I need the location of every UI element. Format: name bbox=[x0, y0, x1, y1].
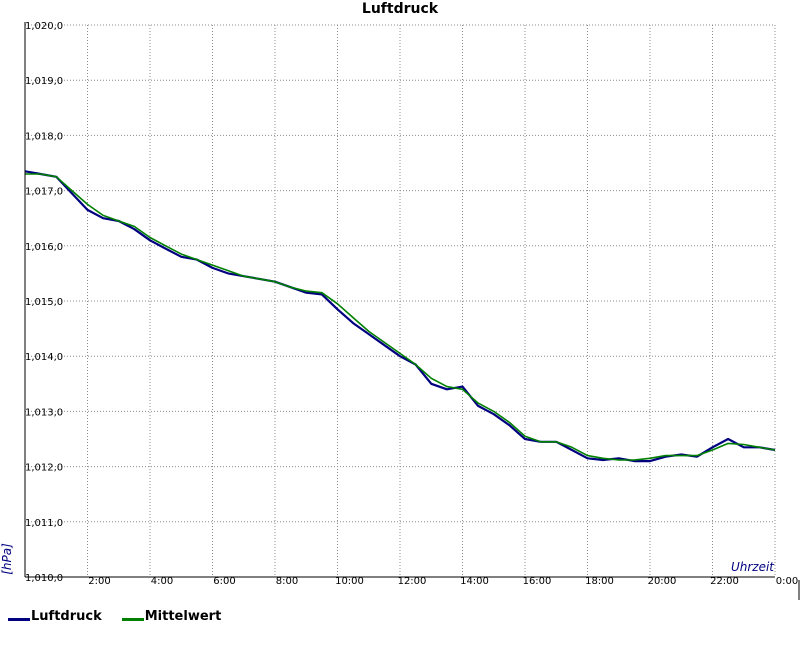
legend-item-mittelwert: Mittelwert bbox=[121, 609, 222, 624]
legend-swatch-mittelwert bbox=[121, 618, 144, 621]
y-tick-label: 1,019,0 bbox=[25, 76, 63, 87]
y-tick-label: 1,011,0 bbox=[25, 518, 63, 529]
x-tick-label: 20:00 bbox=[648, 576, 677, 587]
series-line-mittelwert bbox=[25, 173, 776, 461]
legend-swatch-luftdruck bbox=[8, 618, 30, 621]
x-tick-label: 16:00 bbox=[523, 576, 552, 587]
y-tick-label: 1,013,0 bbox=[25, 407, 63, 418]
y-tick-label: 1,014,0 bbox=[25, 352, 63, 363]
y-axis-label: [hPa] bbox=[0, 543, 14, 575]
x-tick-label: 10:00 bbox=[335, 576, 364, 587]
chart-legend: Luftdruck Mittelwert bbox=[8, 609, 241, 624]
y-tick-label: 1,015,0 bbox=[25, 297, 63, 308]
x-tick-label: 22:00 bbox=[710, 576, 739, 587]
y-tick-label: 1,018,0 bbox=[25, 131, 63, 142]
x-tick-label: 18:00 bbox=[585, 576, 614, 587]
legend-item-luftdruck: Luftdruck bbox=[8, 609, 102, 624]
x-tick-label: 12:00 bbox=[398, 576, 427, 587]
series-lines bbox=[24, 170, 776, 463]
x-tick-label: 6:00 bbox=[213, 576, 235, 587]
y-axis-tick-labels: 1,010,0 1,011,0 1,012,0 1,013,0 1,014,0 1,015… bbox=[25, 21, 63, 584]
x-axis-tick-labels: 2:00 4:00 6:00 8:00 10:00 12:00 14:00 16:00 18:0… bbox=[88, 576, 798, 587]
x-tick-label: 0:00 bbox=[776, 576, 798, 587]
x-axis-label: Uhrzeit bbox=[731, 560, 775, 574]
legend-label-luftdruck: Luftdruck bbox=[31, 609, 102, 624]
y-tick-label: 1,012,0 bbox=[25, 463, 63, 474]
x-tick-label: 8:00 bbox=[276, 576, 298, 587]
legend-label-mittelwert: Mittelwert bbox=[144, 609, 222, 624]
chart-title: Luftdruck bbox=[362, 1, 439, 17]
series-line-luftdruck bbox=[24, 170, 776, 463]
y-tick-label: 1,016,0 bbox=[25, 242, 63, 253]
chart-axes bbox=[24, 22, 800, 600]
y-tick-label: 1,020,0 bbox=[25, 21, 63, 32]
x-tick-label: 4:00 bbox=[151, 576, 173, 587]
x-tick-label: 2:00 bbox=[88, 576, 110, 587]
y-tick-label: 1,010,0 bbox=[25, 573, 63, 584]
y-tick-label: 1,017,0 bbox=[25, 187, 63, 198]
x-tick-label: 14:00 bbox=[460, 576, 489, 587]
